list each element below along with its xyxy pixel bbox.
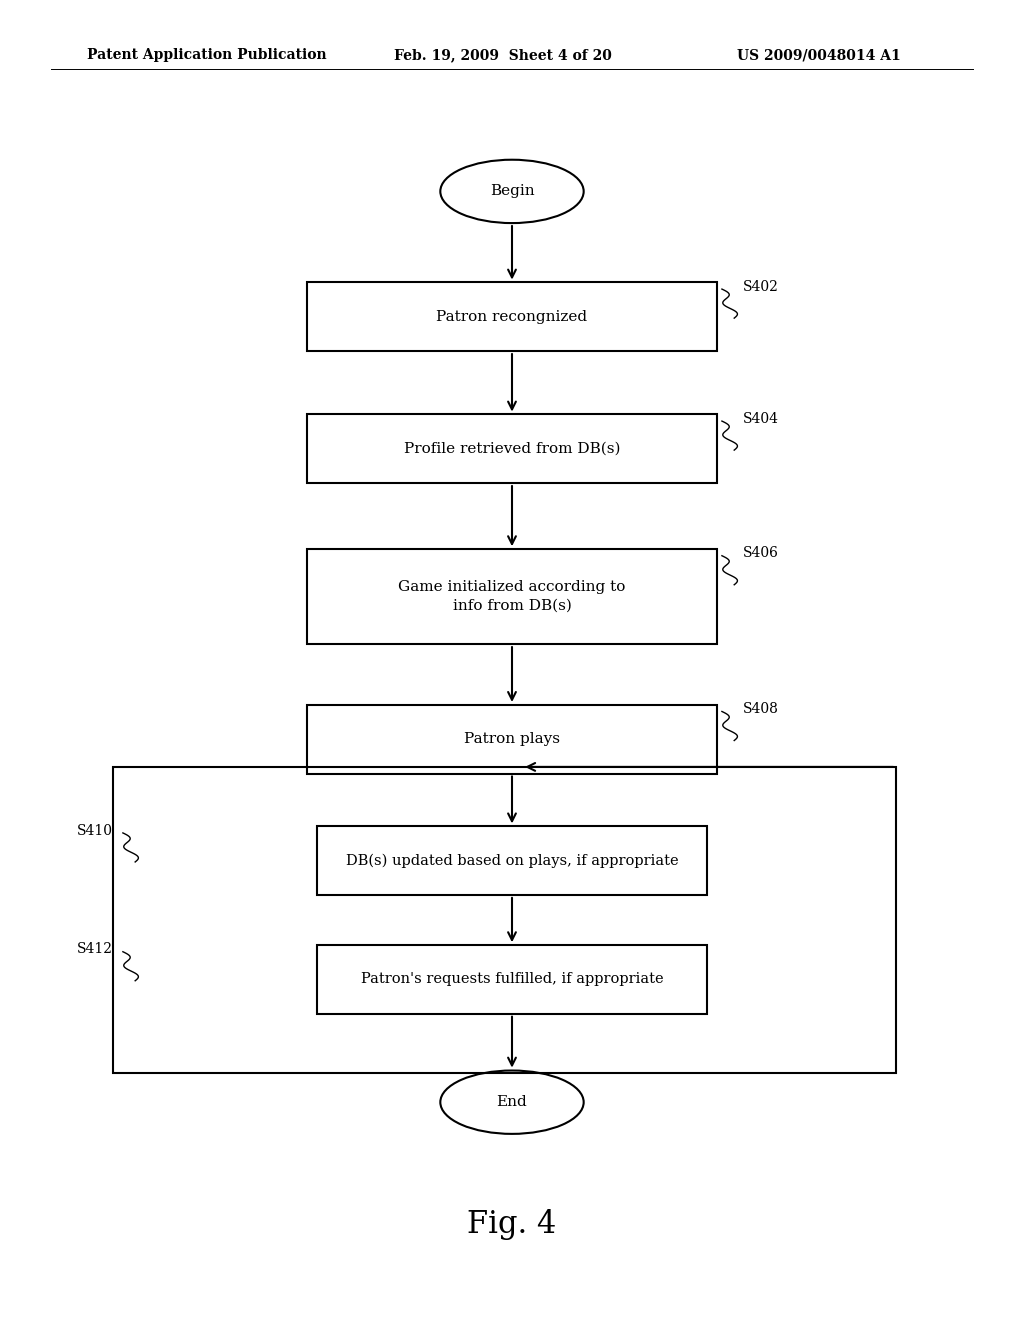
Text: S406: S406 (742, 546, 778, 561)
Text: End: End (497, 1096, 527, 1109)
Text: S402: S402 (742, 280, 778, 294)
Text: DB(s) updated based on plays, if appropriate: DB(s) updated based on plays, if appropr… (346, 854, 678, 867)
Text: Patent Application Publication: Patent Application Publication (87, 49, 327, 62)
Text: S410: S410 (77, 824, 113, 838)
Text: S408: S408 (742, 702, 778, 717)
Text: Patron plays: Patron plays (464, 733, 560, 746)
Text: Patron's requests fulfilled, if appropriate: Patron's requests fulfilled, if appropri… (360, 973, 664, 986)
Text: Profile retrieved from DB(s): Profile retrieved from DB(s) (403, 442, 621, 455)
Text: Feb. 19, 2009  Sheet 4 of 20: Feb. 19, 2009 Sheet 4 of 20 (394, 49, 612, 62)
Bar (307, 414, 717, 483)
Bar (307, 705, 717, 774)
Text: Patron recongnized: Patron recongnized (436, 310, 588, 323)
Bar (317, 826, 707, 895)
Bar (307, 282, 717, 351)
Text: Game initialized according to
info from DB(s): Game initialized according to info from … (398, 581, 626, 612)
Text: Begin: Begin (489, 185, 535, 198)
Bar (113, 767, 896, 1073)
Text: US 2009/0048014 A1: US 2009/0048014 A1 (737, 49, 901, 62)
Text: Fig. 4: Fig. 4 (467, 1209, 557, 1241)
Bar (307, 549, 717, 644)
Text: S412: S412 (77, 942, 113, 957)
Bar (317, 945, 707, 1014)
Text: S404: S404 (742, 412, 778, 426)
